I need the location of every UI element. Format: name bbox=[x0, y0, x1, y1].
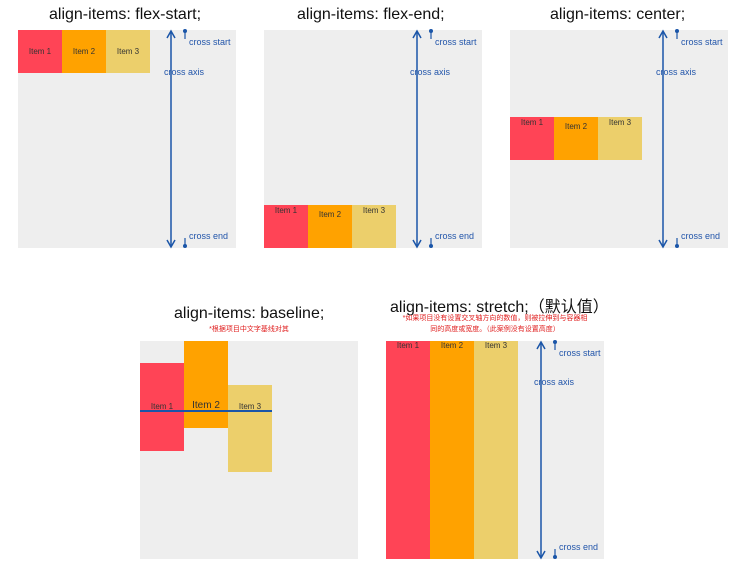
item-1: Item 1 bbox=[140, 363, 184, 451]
title-stretch: align-items: stretch;（默认值） bbox=[390, 299, 609, 316]
item-2: Item 2 bbox=[430, 341, 474, 559]
note-stretch-line-1: *如果项目没有设置交叉轴方向的数值，则被拉伸到与容器相 bbox=[402, 315, 588, 322]
cross-axis-arrow bbox=[412, 29, 433, 249]
cross-axis-label: cross axis bbox=[656, 67, 697, 77]
item-3: Item 3 bbox=[474, 341, 518, 559]
cross-end-label: cross end bbox=[559, 542, 599, 552]
title-center: align-items: center; bbox=[550, 6, 686, 23]
note-baseline: *根据项目中文字基线对其 bbox=[209, 326, 289, 333]
cross-end-label: cross end bbox=[189, 231, 229, 241]
cross-start-label: cross start bbox=[681, 37, 723, 47]
cross-axis-label: cross axis bbox=[164, 67, 205, 77]
note-stretch-line-2: 同的高度或宽度。（此案例没有设置高度） bbox=[430, 326, 560, 333]
cross-axis-arrow bbox=[658, 29, 679, 249]
title-flex-end: align-items: flex-end; bbox=[297, 6, 445, 23]
item-1: Item 1 bbox=[386, 341, 430, 559]
item-2: Item 2 bbox=[308, 205, 352, 248]
item-3: Item 3 bbox=[106, 30, 150, 73]
baseline-line bbox=[140, 410, 272, 412]
item-3: Item 3 bbox=[228, 385, 272, 472]
item-3: Item 3 bbox=[352, 205, 396, 248]
cross-axis-arrow bbox=[166, 29, 187, 249]
title-flex-start: align-items: flex-start; bbox=[49, 6, 202, 23]
cross-end-label: cross end bbox=[681, 231, 721, 241]
title-baseline: align-items: baseline; bbox=[174, 305, 325, 322]
cross-start-label: cross start bbox=[189, 37, 231, 47]
item-2: Item 2 bbox=[184, 341, 228, 428]
cross-axis-label: cross axis bbox=[410, 67, 451, 77]
item-1: Item 1 bbox=[18, 30, 62, 73]
item-1: Item 1 bbox=[264, 205, 308, 248]
item-1: Item 1 bbox=[510, 117, 554, 160]
cross-end-label: cross end bbox=[435, 231, 475, 241]
item-2: Item 2 bbox=[62, 30, 106, 73]
cross-start-label: cross start bbox=[559, 348, 601, 358]
cross-axis-arrow bbox=[536, 340, 557, 560]
item-3: Item 3 bbox=[598, 117, 642, 160]
item-2: Item 2 bbox=[554, 117, 598, 160]
cross-start-label: cross start bbox=[435, 37, 477, 47]
cross-axis-label: cross axis bbox=[534, 377, 575, 387]
